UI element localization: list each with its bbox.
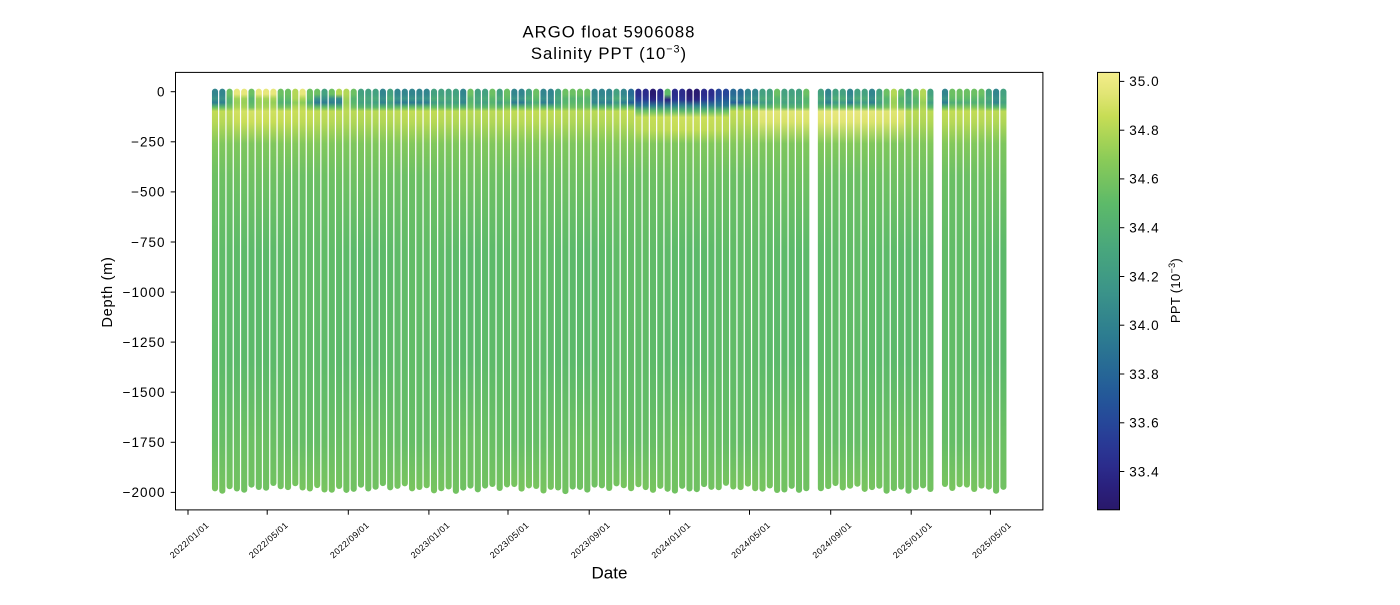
svg-text:34.2: 34.2 — [1129, 269, 1159, 284]
svg-text:Salinity PPT (10−3): Salinity PPT (10−3) — [531, 44, 687, 63]
svg-text:−1250: −1250 — [123, 335, 166, 350]
svg-text:−2000: −2000 — [123, 485, 166, 500]
svg-text:−250: −250 — [131, 135, 165, 150]
svg-text:−500: −500 — [131, 185, 165, 200]
svg-text:34.4: 34.4 — [1129, 221, 1159, 236]
svg-text:0: 0 — [157, 85, 166, 100]
svg-text:Depth (m): Depth (m) — [100, 256, 116, 327]
svg-text:ARGO float 5906088: ARGO float 5906088 — [523, 22, 696, 41]
svg-text:PPT (10−3): PPT (10−3) — [1167, 258, 1183, 323]
svg-text:33.6: 33.6 — [1129, 416, 1159, 431]
svg-text:Date: Date — [592, 564, 628, 583]
svg-text:−1500: −1500 — [123, 385, 166, 400]
svg-text:34.8: 34.8 — [1129, 123, 1159, 138]
svg-text:35.0: 35.0 — [1129, 74, 1159, 89]
svg-text:34.0: 34.0 — [1129, 318, 1159, 333]
svg-text:−1750: −1750 — [123, 435, 166, 450]
svg-text:−750: −750 — [131, 235, 165, 250]
svg-text:33.8: 33.8 — [1129, 367, 1159, 382]
svg-text:−1000: −1000 — [123, 285, 166, 300]
svg-text:34.6: 34.6 — [1129, 172, 1159, 187]
svg-text:33.4: 33.4 — [1129, 464, 1159, 479]
